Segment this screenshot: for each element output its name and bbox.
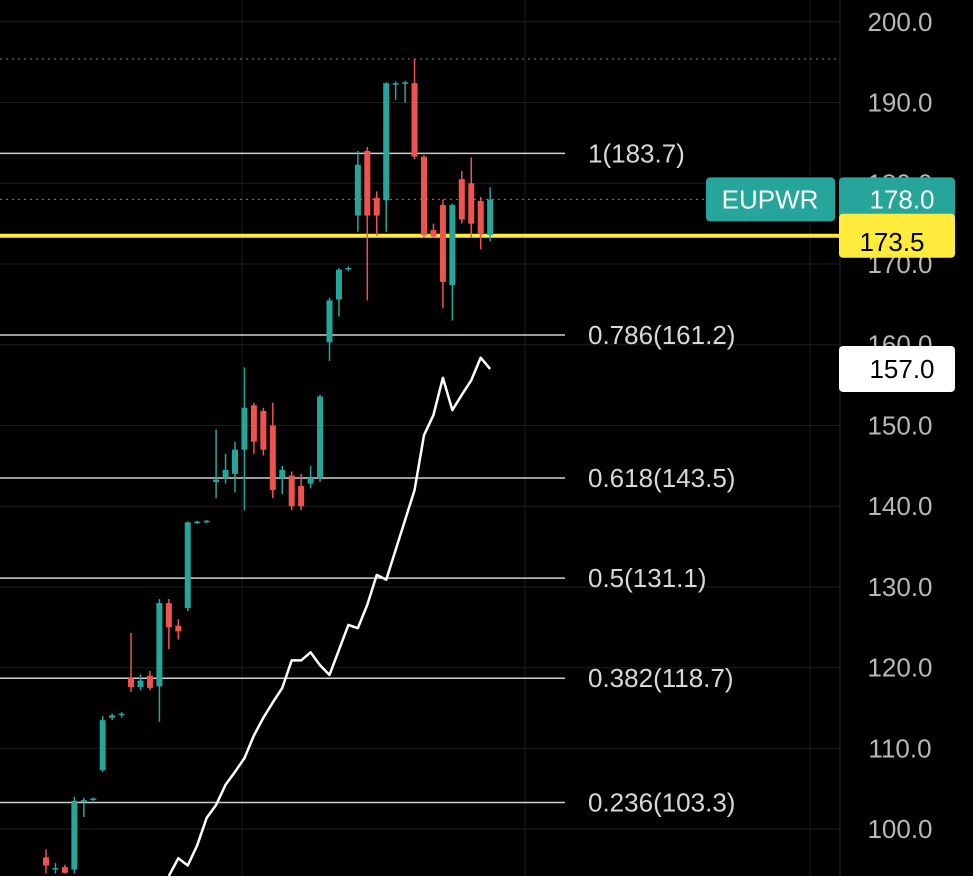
- candle-body: [364, 150, 371, 216]
- candle-body: [373, 197, 380, 216]
- candle-body: [279, 469, 286, 478]
- candle-body: [80, 800, 87, 802]
- candle-body: [156, 603, 163, 687]
- candle-body: [477, 201, 484, 234]
- line-last-box: [839, 345, 955, 392]
- line-last-label: 157.0: [869, 354, 934, 384]
- price-box: [839, 213, 955, 258]
- fib-label: 0.786(161.2): [588, 320, 735, 350]
- candle-body: [165, 603, 172, 628]
- y-tick-label: 200.0: [867, 7, 932, 37]
- candle-body: [184, 522, 191, 608]
- candle-body: [43, 857, 49, 866]
- fib-label: 0.618(143.5): [588, 463, 735, 493]
- candle-body: [298, 486, 305, 507]
- candle-body: [203, 520, 210, 523]
- last-box: [839, 177, 955, 222]
- candle-body: [421, 156, 427, 235]
- candle-body: [402, 82, 409, 84]
- line-series: [167, 356, 492, 876]
- candle-body: [222, 469, 229, 478]
- y-tick-label: 130.0: [867, 572, 932, 602]
- candle-body: [175, 625, 182, 632]
- candle-body: [232, 449, 238, 474]
- y-tick-label: 110.0: [868, 733, 931, 763]
- candle-body: [307, 477, 314, 484]
- candle-body: [213, 479, 220, 483]
- candle-body: [71, 800, 78, 870]
- candle-body: [487, 199, 494, 235]
- candle-body: [326, 300, 333, 343]
- fib-label: 1(183.7): [588, 138, 685, 168]
- candle-body: [260, 410, 267, 450]
- candle-body: [61, 867, 68, 873]
- price-label: 173.5: [859, 227, 924, 257]
- fib-label: 0.236(103.3): [588, 788, 735, 818]
- candle-body: [250, 405, 257, 442]
- candle-body: [411, 83, 418, 157]
- candle-body: [458, 179, 465, 220]
- y-tick-label: 150.0: [867, 410, 932, 440]
- candle-body: [90, 798, 97, 800]
- candle-body: [118, 713, 125, 716]
- candle-body: [99, 720, 106, 771]
- last-label: 178.0: [869, 184, 934, 214]
- candle-body: [137, 680, 144, 688]
- candle-body: [52, 867, 59, 870]
- y-tick-label: 100.0: [867, 814, 932, 844]
- candle-body: [392, 83, 399, 85]
- candle-body: [269, 425, 276, 491]
- candle-body: [383, 83, 390, 201]
- candle-body: [317, 396, 324, 478]
- candle-body: [288, 475, 295, 507]
- candle-body: [439, 205, 446, 282]
- candle-body: [194, 521, 201, 524]
- candle-body: [146, 675, 153, 688]
- fib-label: 0.5(131.1): [588, 563, 707, 593]
- candle-body: [335, 269, 342, 300]
- candle-body: [468, 183, 475, 224]
- candle-body: [354, 164, 361, 216]
- candle-body: [345, 268, 352, 270]
- y-tick-label: 140.0: [867, 491, 932, 521]
- candle-body: [109, 715, 116, 718]
- name-box: [706, 177, 835, 222]
- y-tick-label: 120.0: [867, 653, 932, 683]
- candle-body: [128, 678, 135, 688]
- candle-body: [241, 407, 248, 450]
- candle-body: [430, 230, 437, 237]
- y-tick-label: 190.0: [867, 88, 932, 118]
- candle-body: [449, 205, 456, 286]
- fib-label: 0.382(118.7): [588, 663, 734, 693]
- series-name: EUPWR: [722, 184, 819, 214]
